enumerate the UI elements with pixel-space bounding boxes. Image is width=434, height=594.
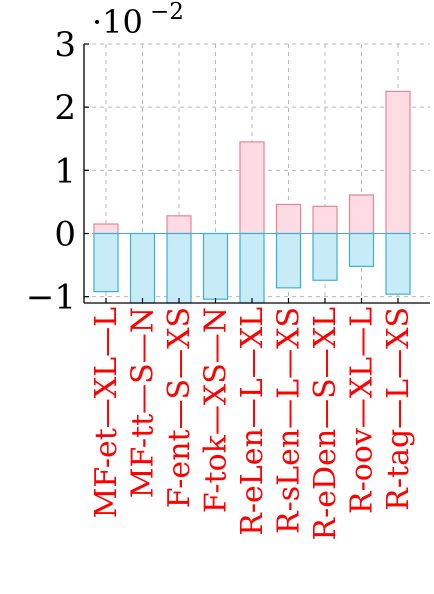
axes bbox=[83, 43, 430, 304]
x-tick-label-5: R-sLen—L—XS bbox=[272, 307, 307, 534]
y-tick-label-4: 3 bbox=[54, 25, 76, 65]
scale-exponent-label: ·10 −2 bbox=[92, 0, 184, 41]
bar-negative-0 bbox=[93, 232, 119, 293]
bar-positive-4 bbox=[239, 141, 265, 235]
bar-positive-6 bbox=[312, 205, 338, 235]
y-tick-label-0: −1 bbox=[26, 278, 76, 318]
y-tick-label-2: 1 bbox=[54, 151, 76, 191]
bar-negative-4 bbox=[239, 232, 265, 304]
x-tick-label-6: R-eDen—S—XL bbox=[308, 307, 343, 541]
x-tick-label-1: MF-tt—S—N bbox=[126, 307, 161, 498]
scale-factor-text: ·10 bbox=[92, 3, 143, 41]
bar-negative-8 bbox=[385, 232, 411, 295]
x-tick-label-3: F-tok—XS—N bbox=[199, 307, 234, 513]
x-tick-labels: MF-et—XL—L MF-tt—S—N F-ent—S—XS F-tok—XS—N R… bbox=[89, 307, 416, 541]
x-tick-label-0: MF-et—XL—L bbox=[89, 307, 124, 518]
y-tick-labels: −1 0 1 2 3 bbox=[26, 25, 76, 318]
bars bbox=[93, 90, 411, 304]
y-tick-label-1: 0 bbox=[54, 215, 76, 255]
x-tick-label-2: F-ent—S—XS bbox=[162, 307, 197, 508]
bar-positive-0 bbox=[93, 223, 119, 235]
bar-negative-5 bbox=[275, 232, 302, 289]
bar-positive-5 bbox=[275, 203, 302, 235]
bar-negative-3 bbox=[202, 232, 229, 300]
bar-negative-6 bbox=[312, 232, 338, 281]
bar-negative-1 bbox=[129, 232, 156, 304]
x-tick-label-4: R-eLen—L—XL bbox=[235, 307, 270, 536]
bar-negative-2 bbox=[166, 232, 192, 304]
y-tick-label-3: 2 bbox=[54, 88, 76, 128]
bar-positive-7 bbox=[348, 194, 375, 235]
bar-positive-2 bbox=[166, 215, 192, 235]
bar-negative-7 bbox=[348, 232, 375, 267]
x-tick-label-8: R-tag—L—XS bbox=[381, 307, 416, 511]
scale-exponent-text: −2 bbox=[150, 0, 184, 25]
bar-positive-8 bbox=[385, 90, 411, 235]
x-tick-label-7: R-oov—XL—L bbox=[345, 307, 380, 514]
